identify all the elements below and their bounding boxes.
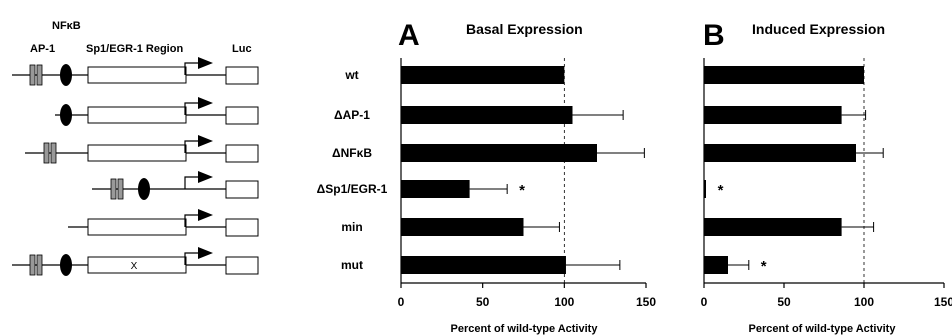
luc-box xyxy=(225,66,259,85)
panel-b-bar xyxy=(704,106,842,124)
sp1-egr1-region xyxy=(87,106,187,124)
transcription-start-arrow xyxy=(184,176,201,189)
panel-b-letter: B xyxy=(703,19,725,52)
construct-dnfkb xyxy=(25,135,259,164)
panel-a-basal-expression: A Basal Expression 0 50 100 150 * Percent of… xyxy=(398,19,657,335)
nfkb-site xyxy=(60,104,72,126)
sp1-egr1-region xyxy=(87,66,187,84)
panel-b-x-tick-label: 0 xyxy=(701,295,708,309)
panel-b-title: Induced Expression xyxy=(752,21,885,37)
panel-a-bar xyxy=(401,180,470,198)
luc-header-label: Luc xyxy=(232,43,252,55)
nfkb-site xyxy=(138,178,150,200)
construct-label: min xyxy=(341,220,362,234)
panel-a-x-tick-label: 100 xyxy=(554,295,574,309)
mutation-mark: X xyxy=(131,261,138,272)
panel-a-letter: A xyxy=(398,19,420,52)
arrow-icon xyxy=(198,209,213,221)
construct-label: mut xyxy=(341,258,363,272)
ap1-site xyxy=(36,254,43,276)
luc-box xyxy=(225,144,259,163)
arrow-icon xyxy=(198,135,213,147)
arrow-icon xyxy=(198,97,213,109)
transcription-start-arrow xyxy=(184,102,201,115)
panel-b-x-tick-label: 100 xyxy=(854,295,874,309)
panel-a-significance-mark: * xyxy=(519,182,525,199)
panel-b-bar xyxy=(704,180,706,198)
ap1-site xyxy=(36,64,43,86)
panel-a-bar xyxy=(401,106,573,124)
construct-label: wt xyxy=(344,68,358,82)
panel-a-bar xyxy=(401,218,524,236)
panel-b-bar xyxy=(704,66,864,84)
transcription-start-arrow xyxy=(184,214,201,227)
panel-a-x-tick-label: 50 xyxy=(476,295,490,309)
nfkb-site xyxy=(60,254,72,276)
panel-a-x-tick-label: 0 xyxy=(398,295,405,309)
promoter-construct-diagram: AP-1 NFκB Sp1/EGR-1 Region Luc xyxy=(12,20,388,276)
ap1-site xyxy=(117,178,124,200)
ap1-site xyxy=(29,254,36,276)
ap1-site xyxy=(43,142,50,164)
nfkb-header-label: NFκB xyxy=(52,20,81,32)
panel-a-xlabel: Percent of wild-type Activity xyxy=(451,323,599,335)
panel-b-x-tick-label: 50 xyxy=(777,295,791,309)
ap1-site xyxy=(29,64,36,86)
panel-b-significance-mark: * xyxy=(761,258,767,275)
construct-label: ΔSp1/EGR-1 xyxy=(317,182,388,196)
panel-a-x-tick-label: 150 xyxy=(636,295,656,309)
transcription-start-arrow xyxy=(184,140,201,153)
panel-b-bar xyxy=(704,256,728,274)
luc-box xyxy=(225,106,259,125)
sp1-egr1-region xyxy=(87,144,187,162)
transcription-start-arrow xyxy=(184,252,201,265)
construct-label: ΔNFκB xyxy=(332,146,372,160)
construct-labels: wt ΔAP-1 ΔNFκB ΔSp1/EGR-1 min mut xyxy=(317,68,388,272)
ap1-header-label: AP-1 xyxy=(30,43,55,55)
panel-b-xlabel: Percent of wild-type Activity xyxy=(749,323,897,335)
panel-b-induced-expression: B Induced Expression 0 50 100 150 * * Percent… xyxy=(701,19,952,335)
panel-b-bar xyxy=(704,144,856,162)
panel-b-x-tick-label: 150 xyxy=(934,295,952,309)
panel-b-significance-mark: * xyxy=(718,182,724,199)
transcription-start-arrow xyxy=(184,62,201,75)
construct-label: ΔAP-1 xyxy=(334,108,370,122)
sp1-region-header-label: Sp1/EGR-1 Region xyxy=(86,43,183,55)
ap1-site xyxy=(50,142,57,164)
nfkb-site xyxy=(60,64,72,86)
luc-box xyxy=(225,218,259,237)
ap1-site xyxy=(110,178,117,200)
arrow-icon xyxy=(198,57,213,69)
panel-a-bar xyxy=(401,256,566,274)
construct-min xyxy=(68,209,259,237)
arrow-icon xyxy=(198,247,213,259)
panel-b-bar xyxy=(704,218,842,236)
construct-dap1 xyxy=(55,97,259,126)
arrow-icon xyxy=(198,171,213,183)
luc-box xyxy=(225,180,259,199)
panel-a-bar xyxy=(401,66,565,84)
sp1-egr1-region xyxy=(87,256,187,274)
panel-a-title: Basal Expression xyxy=(466,21,583,37)
construct-wt xyxy=(12,57,259,86)
sp1-egr1-region xyxy=(87,218,187,236)
construct-dsp1-egr1 xyxy=(92,171,259,200)
panel-a-bar xyxy=(401,144,597,162)
construct-mut: X xyxy=(12,247,259,276)
luc-box xyxy=(225,256,259,275)
